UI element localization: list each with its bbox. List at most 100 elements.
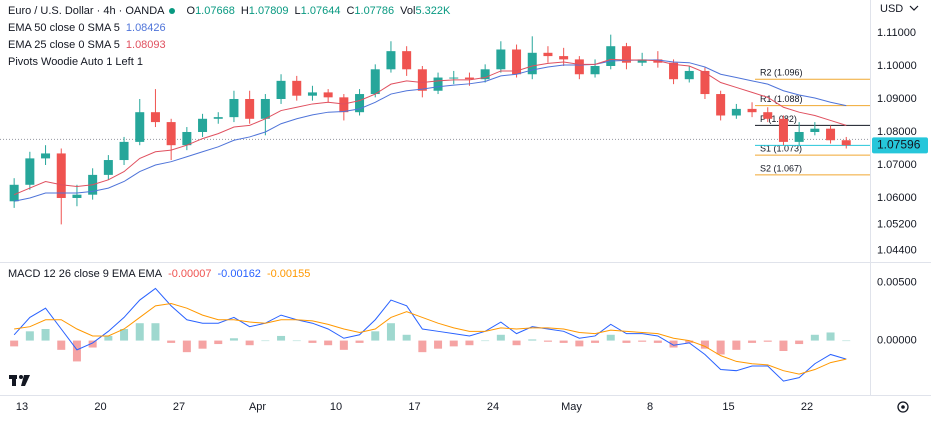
- candle-body: [527, 52, 537, 75]
- histogram-bar: [669, 340, 678, 348]
- indicator-legend: Pivots Woodie Auto 1 Left 1: [8, 56, 143, 68]
- histogram-bar: [810, 334, 819, 341]
- histogram-bar: [261, 340, 270, 342]
- histogram-bar: [72, 340, 81, 362]
- y-tick-label: 1.05200: [877, 218, 917, 230]
- y-tick-label: 0.00500: [877, 277, 917, 289]
- candle-body: [433, 77, 443, 91]
- histogram-bar: [465, 340, 474, 346]
- histogram-bar: [434, 340, 443, 349]
- indicator-name: EMA 50 close 0 SMA 5: [8, 22, 120, 34]
- y-tick-label: 1.08000: [877, 126, 917, 138]
- candle-body: [716, 94, 726, 116]
- candle-body: [25, 158, 35, 185]
- histogram-bar: [371, 331, 380, 341]
- histogram-bar: [826, 332, 835, 341]
- candle-body: [41, 153, 51, 159]
- ohlc-value: 1.07668: [195, 5, 235, 17]
- x-tick-label: 24: [487, 401, 499, 413]
- currency-dropdown-arrow[interactable]: [909, 5, 919, 11]
- pivot-label: R1 (1.088): [760, 94, 803, 104]
- histogram-bar: [779, 340, 788, 351]
- pivot-label: S2 (1.067): [760, 163, 802, 173]
- indicator-value: 1.08093: [126, 39, 166, 51]
- ohlc-name: H: [241, 5, 249, 17]
- pivot-label: S1 (1.073): [760, 143, 802, 153]
- histogram-bar: [653, 340, 662, 343]
- y-tick-label: 0.00000: [877, 334, 917, 346]
- histogram-bar: [512, 340, 521, 346]
- x-tick-label: 15: [722, 401, 734, 413]
- candle-body: [747, 108, 757, 113]
- ohlc-name: Vol: [400, 5, 415, 17]
- settings-icon[interactable]: [897, 401, 909, 413]
- candle-body: [480, 69, 490, 80]
- x-tick-label: 20: [94, 401, 106, 413]
- candle-body: [621, 46, 631, 63]
- logo-part: [19, 375, 23, 379]
- ohlc-name: O: [187, 5, 196, 17]
- histogram-bar: [308, 340, 317, 343]
- candle-body: [559, 56, 569, 60]
- indicator-legend: EMA 50 close 0 SMA 5 1.08426: [8, 22, 166, 34]
- macd-value: -0.00155: [267, 268, 310, 280]
- candle-body: [292, 80, 302, 96]
- candle-body: [182, 131, 192, 146]
- candle-body: [166, 122, 176, 146]
- gear-ring[interactable]: [897, 401, 909, 413]
- x-tick-label: 8: [647, 401, 653, 413]
- histogram-bar: [386, 323, 395, 341]
- x-tick-label: 13: [16, 401, 28, 413]
- histogram-bar: [528, 339, 537, 341]
- histogram-bar: [355, 340, 364, 343]
- histogram-bar: [277, 335, 286, 341]
- candle-body: [574, 59, 584, 75]
- gear-hub[interactable]: [901, 405, 905, 409]
- x-tick-label: May: [561, 401, 582, 413]
- candle-body: [198, 118, 208, 132]
- x-tick-label: 27: [173, 401, 185, 413]
- histogram-bar: [449, 340, 458, 347]
- candle-body: [700, 70, 710, 95]
- histogram-bar: [418, 340, 427, 353]
- macd-line: [14, 303, 847, 375]
- histogram-bar: [245, 340, 254, 346]
- macd-legend: MACD 12 26 close 9 EMA EMA -0.00007 -0.001…: [8, 268, 310, 280]
- histogram-bar: [842, 340, 851, 342]
- candle-body: [841, 140, 851, 146]
- currency: USD: [880, 3, 903, 15]
- histogram-bar: [622, 340, 631, 343]
- last-price-tag: [872, 137, 928, 154]
- x-tick-label: 22: [801, 401, 813, 413]
- macd-title: MACD 12 26 close 9 EMA EMA: [8, 268, 163, 280]
- logo-part: [12, 375, 16, 386]
- symbol: Euro / U.S. Dollar · 4h · OANDA: [8, 5, 165, 17]
- candle-body: [496, 49, 506, 70]
- histogram-bar: [481, 340, 490, 342]
- candle-body: [72, 194, 82, 198]
- histogram-bar: [120, 329, 129, 341]
- macd-value: -0.00162: [218, 268, 261, 280]
- histogram-bar: [748, 340, 757, 343]
- histogram-bar: [104, 335, 113, 341]
- candle-body: [386, 51, 396, 70]
- candle-body: [543, 52, 553, 57]
- histogram-bar: [732, 340, 741, 350]
- histogram-bar: [763, 340, 772, 342]
- candle-body: [213, 117, 223, 119]
- histogram-bar: [10, 340, 19, 347]
- candle-body: [9, 184, 19, 202]
- histogram-bar: [25, 331, 34, 341]
- candle-body: [731, 108, 741, 116]
- histogram-bar: [135, 323, 144, 341]
- market-open-dot: [169, 8, 175, 14]
- candle-body: [339, 97, 349, 113]
- histogram-bar: [543, 340, 552, 342]
- histogram-bar: [88, 340, 97, 348]
- histogram-bar: [685, 340, 694, 343]
- candle-body: [56, 153, 66, 198]
- candle-body: [464, 77, 474, 80]
